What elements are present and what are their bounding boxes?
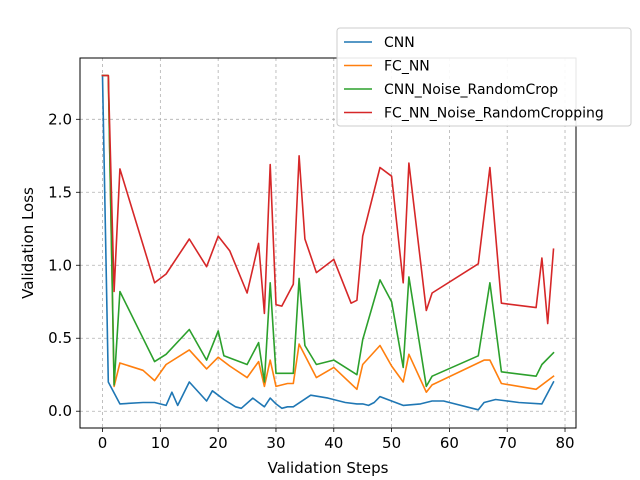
- x-tick-label: 60: [440, 434, 459, 452]
- y-tick-label: 2.0: [48, 110, 72, 128]
- x-tick-label: 30: [266, 434, 285, 452]
- x-ticks: 0 10 20 30 40 50 60 70 80: [98, 428, 575, 452]
- plot-frame: [79, 57, 577, 429]
- x-tick-label: 0: [98, 434, 108, 452]
- x-tick-label: 50: [382, 434, 401, 452]
- y-ticks: 0.0 0.5 1.0 1.5 2.0: [48, 110, 80, 420]
- series-layer: [101, 74, 555, 411]
- x-axis-label: Validation Steps: [268, 459, 389, 477]
- legend-label: FC_NN: [384, 59, 430, 75]
- x-tick-label: 70: [498, 434, 517, 452]
- x-tick-label: 10: [151, 434, 170, 452]
- legend-label: FC_NN_Noise_RandomCropping: [384, 106, 604, 122]
- series-line-cnn-noise-randomcrop: [101, 74, 555, 388]
- y-tick-label: 0.0: [48, 402, 72, 420]
- series-line-fc-nn: [101, 74, 555, 394]
- y-tick-label: 1.5: [48, 183, 72, 201]
- y-tick-label: 1.0: [48, 256, 72, 274]
- x-tick-label: 20: [209, 434, 228, 452]
- y-axis-label: Validation Loss: [19, 187, 37, 299]
- legend-box: [336, 27, 632, 127]
- series-line-fc-nn-noise-randomcropping: [101, 74, 555, 325]
- x-tick-label: 80: [555, 434, 574, 452]
- legend-label: CNN_Noise_RandomCrop: [384, 82, 558, 98]
- series-line-cnn: [101, 74, 555, 411]
- legend-label: CNN: [384, 35, 415, 51]
- legend: CNN FC_NN CNN_Noise_RandomCrop FC_NN_Noise_…: [336, 27, 632, 127]
- x-tick-label: 40: [324, 434, 343, 452]
- y-tick-label: 0.5: [48, 329, 72, 347]
